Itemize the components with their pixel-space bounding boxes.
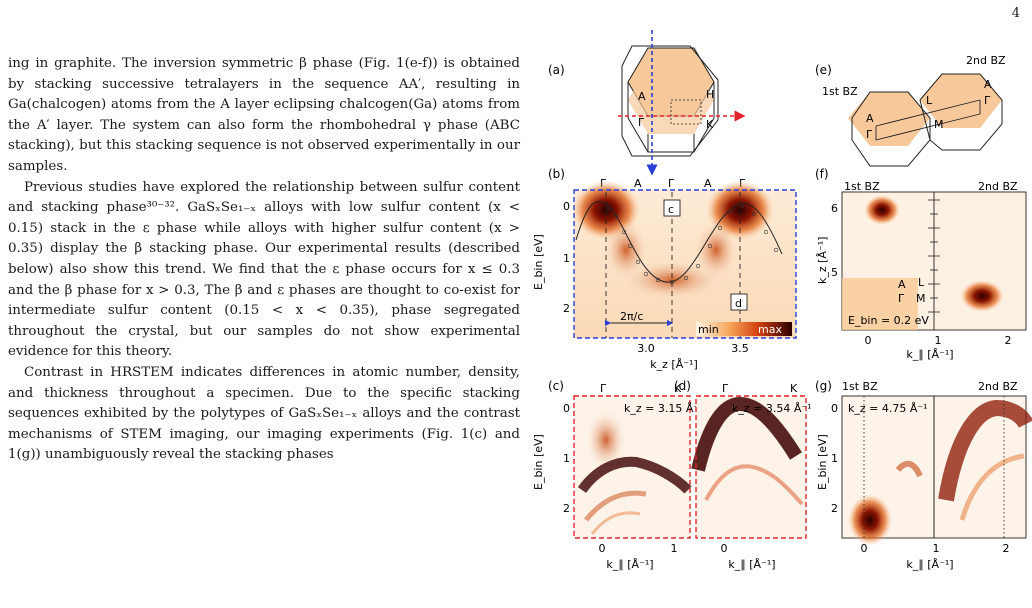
bz2-label: 2nd BZ	[966, 54, 1006, 67]
g-bz1-label: 1st BZ	[842, 380, 878, 393]
panel-f: (f) 1st BZ 2nd BZ A Γ L M E_bin = 0.2 eV…	[815, 167, 1027, 361]
c-top-K: K	[674, 382, 682, 395]
f-point-Gamma: Γ	[898, 292, 905, 305]
e-point-L: L	[926, 94, 933, 107]
d-xtick-0: 0	[721, 542, 728, 555]
c-kz: k_z = 3.15 Å⁻¹	[624, 402, 704, 415]
body-text: ing in graphite. The inversion symmetric…	[8, 54, 520, 466]
c-xlabel: k_∥ [Å⁻¹]	[606, 558, 653, 571]
c-top-Gamma: Γ	[600, 382, 607, 395]
point-H: H	[706, 88, 714, 101]
g-xtick-0: 0	[861, 542, 868, 555]
e-point-Gamma1: Γ	[866, 128, 873, 141]
cut-d-marker: d	[735, 297, 742, 310]
paragraph-3: Contrast in HRSTEM indicates differences…	[8, 364, 520, 463]
g-ytick-2: 2	[831, 502, 838, 515]
b-top-Gamma-2: Γ	[668, 177, 675, 190]
g-ytick-1: 1	[831, 452, 838, 465]
f-ytick-5: 5	[831, 266, 838, 279]
panel-d-label: (d)	[674, 379, 691, 393]
f-xtick-2: 2	[1005, 334, 1012, 347]
g-xlabel: k_∥ [Å⁻¹]	[906, 558, 953, 571]
cut-c-marker: c	[668, 203, 674, 216]
panel-a: (a) A H Γ K	[548, 30, 746, 176]
f-bz2-label: 2nd BZ	[978, 180, 1018, 193]
f-bz1-label: 1st BZ	[844, 180, 880, 193]
panel-c: (c) Γ K k_z = 3.15 Å⁻¹ 0 1 2 E_bin [eV] …	[532, 379, 704, 571]
d-xlabel: k_∥ [Å⁻¹]	[728, 558, 775, 571]
panel-f-label: (f)	[815, 167, 829, 181]
b-top-A-1: A	[634, 177, 642, 190]
c-xtick-1: 1	[671, 542, 678, 555]
point-Gamma: Γ	[638, 116, 645, 129]
panel-b: (b) Γ A Γ A Γ c d 2π/c	[532, 167, 797, 371]
f-ebin: E_bin = 0.2 eV	[848, 314, 929, 327]
f-xtick-1: 1	[935, 334, 942, 347]
g-xtick-2: 2	[1003, 542, 1010, 555]
g-ytick-0: 0	[831, 402, 838, 415]
scale-min: min	[698, 323, 719, 336]
panel-d: (d) Γ K k_z = 3.54 Å⁻¹ 0 k_∥ [Å⁻¹]	[674, 379, 812, 571]
panel-b-label: (b)	[548, 167, 565, 181]
d-top-K: K	[790, 382, 798, 395]
paragraph-2: Previous studies have explored the relat…	[8, 179, 520, 360]
period-label: 2π/c	[620, 310, 643, 323]
g-kz: k_z = 4.75 Å⁻¹	[848, 402, 928, 415]
c-xtick-0: 0	[599, 542, 606, 555]
panel-g-label: (g)	[815, 379, 832, 393]
d-kz: k_z = 3.54 Å⁻¹	[732, 402, 812, 415]
g-bz2-label: 2nd BZ	[978, 380, 1018, 393]
f-point-A: A	[898, 278, 906, 291]
e-point-A2: A	[984, 78, 992, 91]
b-xtick-3.0: 3.0	[637, 342, 655, 355]
f-xtick-0: 0	[865, 334, 872, 347]
f-xlabel: k_∥ [Å⁻¹]	[906, 348, 953, 361]
page-number: 4	[1011, 6, 1020, 21]
b-ytick-1: 1	[563, 252, 570, 265]
b-ylabel: E_bin [eV]	[532, 234, 545, 290]
c-ylabel: E_bin [eV]	[532, 434, 545, 490]
e-point-M: M	[934, 118, 944, 131]
figure-1: (a) A H Γ K (e) 1st BZ 2nd BZ A Γ L M A …	[526, 0, 1032, 604]
panel-g: (g) 1st BZ 2nd BZ k_z = 4.75 Å⁻¹ 0 1 2 E…	[815, 379, 1032, 571]
f-ytick-6: 6	[831, 202, 838, 215]
point-A: A	[638, 90, 646, 103]
g-xtick-1: 1	[933, 542, 940, 555]
c-ytick-0: 0	[563, 402, 570, 415]
f-point-M: M	[916, 292, 926, 305]
b-top-A-2: A	[704, 177, 712, 190]
b-ytick-0: 0	[563, 200, 570, 213]
b-ytick-2: 2	[563, 302, 570, 315]
f-ylabel: k_z [Å⁻¹]	[816, 237, 829, 284]
b-xtick-3.5: 3.5	[731, 342, 749, 355]
b-xlabel: k_z [Å⁻¹]	[650, 358, 697, 371]
panel-e-label: (e)	[815, 63, 832, 77]
bz1-label: 1st BZ	[822, 85, 858, 98]
c-ytick-2: 2	[563, 502, 570, 515]
scale-max: max	[758, 323, 782, 336]
e-point-Gamma2: Γ	[984, 94, 991, 107]
c-ytick-1: 1	[563, 452, 570, 465]
e-point-A1: A	[866, 112, 874, 125]
f-point-L: L	[918, 276, 925, 289]
panel-e: (e) 1st BZ 2nd BZ A Γ L M A Γ	[815, 54, 1006, 167]
g-ylabel: E_bin [eV]	[816, 434, 829, 490]
paragraph-1: ing in graphite. The inversion symmetric…	[8, 56, 520, 174]
point-K: K	[706, 118, 714, 131]
d-top-Gamma: Γ	[722, 382, 729, 395]
panel-c-label: (c)	[548, 379, 564, 393]
panel-a-label: (a)	[548, 63, 565, 77]
